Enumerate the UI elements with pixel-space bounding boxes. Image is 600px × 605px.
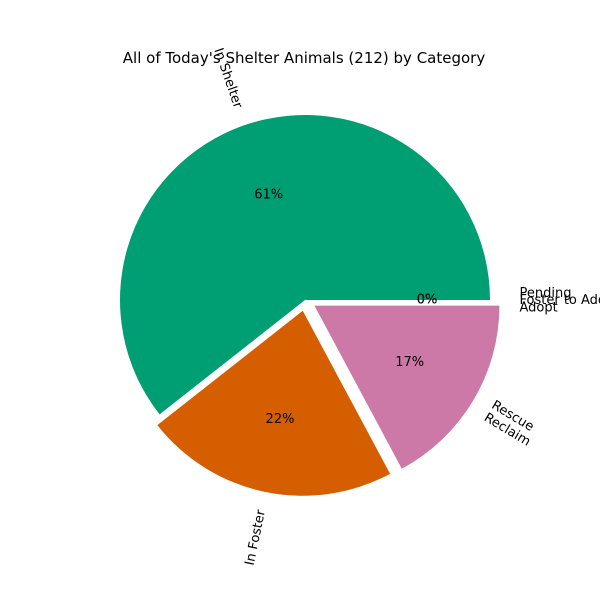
pct-label-foster-to-adopt: 0% [417, 293, 438, 308]
pct-label-in-shelter: 61% [254, 188, 283, 203]
category-label-rescue-reclaim: RescueReclaim [481, 398, 540, 450]
pie-slices [120, 115, 499, 496]
chart-title: All of Today's Shelter Animals (212) by … [123, 49, 486, 67]
category-label-foster-to-adopt: Foster to Adopt [520, 293, 600, 308]
category-label-in-foster: In Foster [243, 508, 269, 567]
pct-label-rescue-reclaim: 17% [395, 355, 424, 370]
pct-label-in-foster: 22% [266, 412, 295, 427]
